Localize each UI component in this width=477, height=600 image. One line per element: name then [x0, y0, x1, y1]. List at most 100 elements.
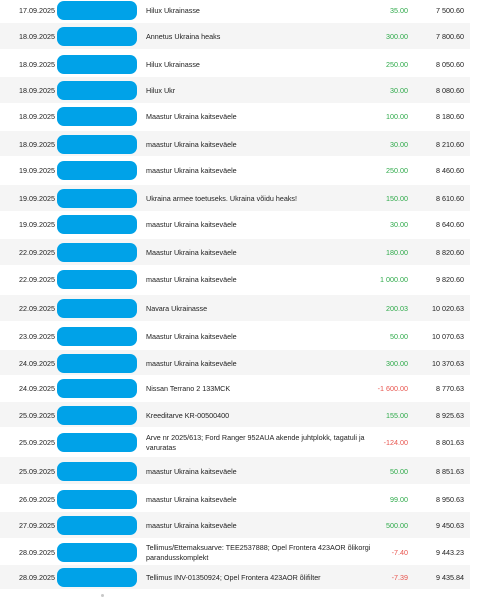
redacted-party	[57, 27, 137, 46]
transaction-description: Navara Ukrainasse	[146, 304, 208, 313]
redacted-party	[57, 1, 137, 20]
transaction-description: maastur Ukraina kaitseväele	[146, 521, 237, 530]
transaction-balance: 8 851.63	[436, 467, 464, 476]
redacted-party	[57, 161, 137, 180]
transaction-amount: 300.00	[386, 359, 408, 368]
redacted-party	[57, 433, 137, 452]
redacted-party	[57, 243, 137, 262]
redacted-party	[57, 55, 137, 74]
transaction-amount: 150.00	[386, 194, 408, 203]
transaction-amount: 50.00	[390, 332, 408, 341]
transaction-date: 18.09.2025	[19, 112, 55, 121]
redacted-party	[57, 516, 137, 535]
transaction-date: 26.09.2025	[19, 495, 55, 504]
transaction-balance: 8 610.60	[436, 194, 464, 203]
transaction-balance: 8 770.63	[436, 384, 464, 393]
transaction-date: 22.09.2025	[19, 304, 55, 313]
redacted-party	[57, 107, 137, 126]
transaction-date: 19.09.2025	[19, 194, 55, 203]
transaction-row: 22.09.2025 Navara Ukrainasse 200.03 10 020.…	[0, 295, 470, 321]
redacted-party	[57, 135, 137, 154]
transaction-row: 24.09.2025 maastur Ukraina kaitseväele 300…	[0, 350, 470, 375]
transaction-balance: 7 800.60	[436, 32, 464, 41]
transaction-row: 19.09.2025 maastur Ukraina kaitseväele 30.…	[0, 211, 470, 237]
transaction-amount: 250.00	[386, 166, 408, 175]
transaction-row: 26.09.2025 maastur Ukraina kaitseväele 99.…	[0, 486, 470, 512]
redacted-party	[57, 462, 137, 481]
transaction-balance: 9 435.84	[436, 573, 464, 582]
redacted-party	[57, 379, 137, 398]
redacted-party	[57, 543, 137, 562]
transaction-row: 27.09.2025 maastur Ukraina kaitseväele 500…	[0, 512, 470, 538]
transaction-description: Ukraina armee toetuseks. Ukraina võidu h…	[146, 194, 298, 203]
transaction-balance: 8 820.60	[436, 248, 464, 257]
transaction-row: 28.09.2025 Tellimus INV-01350924; Opel Fr…	[0, 565, 470, 589]
transaction-description: Maastur Ukraina kaitseväele	[146, 332, 237, 341]
transaction-balance: 8 801.63	[436, 438, 464, 447]
transaction-date: 18.09.2025	[19, 140, 55, 149]
transaction-amount: -124.00	[383, 438, 408, 447]
transaction-balance: 8 950.63	[436, 495, 464, 504]
transaction-date: 18.09.2025	[19, 60, 55, 69]
transaction-amount: 250.00	[386, 60, 408, 69]
transaction-description: maastur Ukraina kaitseväele	[146, 220, 237, 229]
transaction-date: 19.09.2025	[19, 166, 55, 175]
transaction-amount: 500.00	[386, 521, 408, 530]
transaction-description: Tellimus/Ettemaksuarve: TEE2537888; Opel…	[146, 543, 371, 562]
transaction-amount: -1 600.00	[377, 384, 408, 393]
transaction-date: 18.09.2025	[19, 32, 55, 41]
transaction-balance: 8 050.60	[436, 60, 464, 69]
redacted-party	[57, 406, 137, 425]
redacted-party	[57, 189, 137, 208]
transaction-amount: -7.39	[391, 573, 408, 582]
transaction-description: maastur Ukraina kaitseväele	[146, 166, 237, 175]
transaction-balance: 9 443.23	[436, 548, 464, 557]
transaction-date: 22.09.2025	[19, 248, 55, 257]
transaction-date: 17.09.2025	[19, 6, 55, 15]
transaction-amount: 30.00	[390, 140, 408, 149]
transaction-row: 25.09.2025 Kreeditarve KR-00500400 155.00 8…	[0, 402, 470, 427]
transaction-description: Hilux Ukr	[146, 86, 176, 95]
transaction-row: 18.09.2025 Hilux Ukr 30.00 8 080.60	[0, 77, 470, 103]
redacted-party	[57, 354, 137, 373]
transaction-date: 27.09.2025	[19, 521, 55, 530]
transaction-amount: 30.00	[390, 220, 408, 229]
transaction-amount: 30.00	[390, 86, 408, 95]
redacted-party	[57, 327, 137, 346]
transaction-description: Annetus Ukraina heaks	[146, 32, 221, 41]
transaction-balance: 9 820.60	[436, 275, 464, 284]
transaction-description: maastur Ukraina kaitseväele	[146, 495, 237, 504]
transaction-description: maastur Ukraina kaitseväele	[146, 359, 237, 368]
transaction-row: 23.09.2025 Maastur Ukraina kaitseväele 50.…	[0, 323, 470, 348]
transaction-date: 24.09.2025	[19, 384, 55, 393]
transaction-description: maastur Ukraina kaitseväele	[146, 467, 237, 476]
transaction-description: maastur Ukraina kaitseväele	[146, 140, 237, 149]
transaction-amount: -7.40	[391, 548, 408, 557]
transaction-amount: 180.00	[386, 248, 408, 257]
redacted-party	[57, 299, 137, 318]
transaction-row: 18.09.2025 Annetus Ukraina heaks 300.00 7 8…	[0, 23, 470, 49]
transaction-row: 24.09.2025 Nissan Terrano 2 133MCK -1 600.…	[0, 375, 470, 400]
redacted-party	[57, 81, 137, 100]
transaction-description: Hilux Ukrainasse	[146, 60, 200, 69]
transaction-row: 17.09.2025 Hilux Ukrainasse 35.00 7 500.60	[0, 0, 470, 20]
transaction-row: 22.09.2025 maastur Ukraina kaitseväele 1 0…	[0, 265, 470, 293]
transaction-date: 25.09.2025	[19, 438, 55, 447]
transaction-amount: 100.00	[386, 112, 408, 121]
transaction-date: 24.09.2025	[19, 359, 55, 368]
transaction-date: 25.09.2025	[19, 411, 55, 420]
transaction-description: Arve nr 2025/613; Ford Ranger 952AUA ake…	[146, 433, 365, 452]
transaction-balance: 9 450.63	[436, 521, 464, 530]
transaction-row: 25.09.2025 maastur Ukraina kaitseväele 50.…	[0, 457, 470, 484]
transaction-amount: 99.00	[390, 495, 408, 504]
transaction-balance: 10 070.63	[432, 332, 464, 341]
transaction-amount: 200.03	[386, 304, 408, 313]
transaction-date: 25.09.2025	[19, 467, 55, 476]
transaction-balance: 8 210.60	[436, 140, 464, 149]
transaction-balance: 8 180.60	[436, 112, 464, 121]
transaction-amount: 35.00	[390, 6, 408, 15]
transaction-balance: 8 925.63	[436, 411, 464, 420]
transaction-row: 18.09.2025 Maastur Ukraina kaitseväele 100…	[0, 103, 470, 129]
transaction-date: 22.09.2025	[19, 275, 55, 284]
transaction-date: 23.09.2025	[19, 332, 55, 341]
